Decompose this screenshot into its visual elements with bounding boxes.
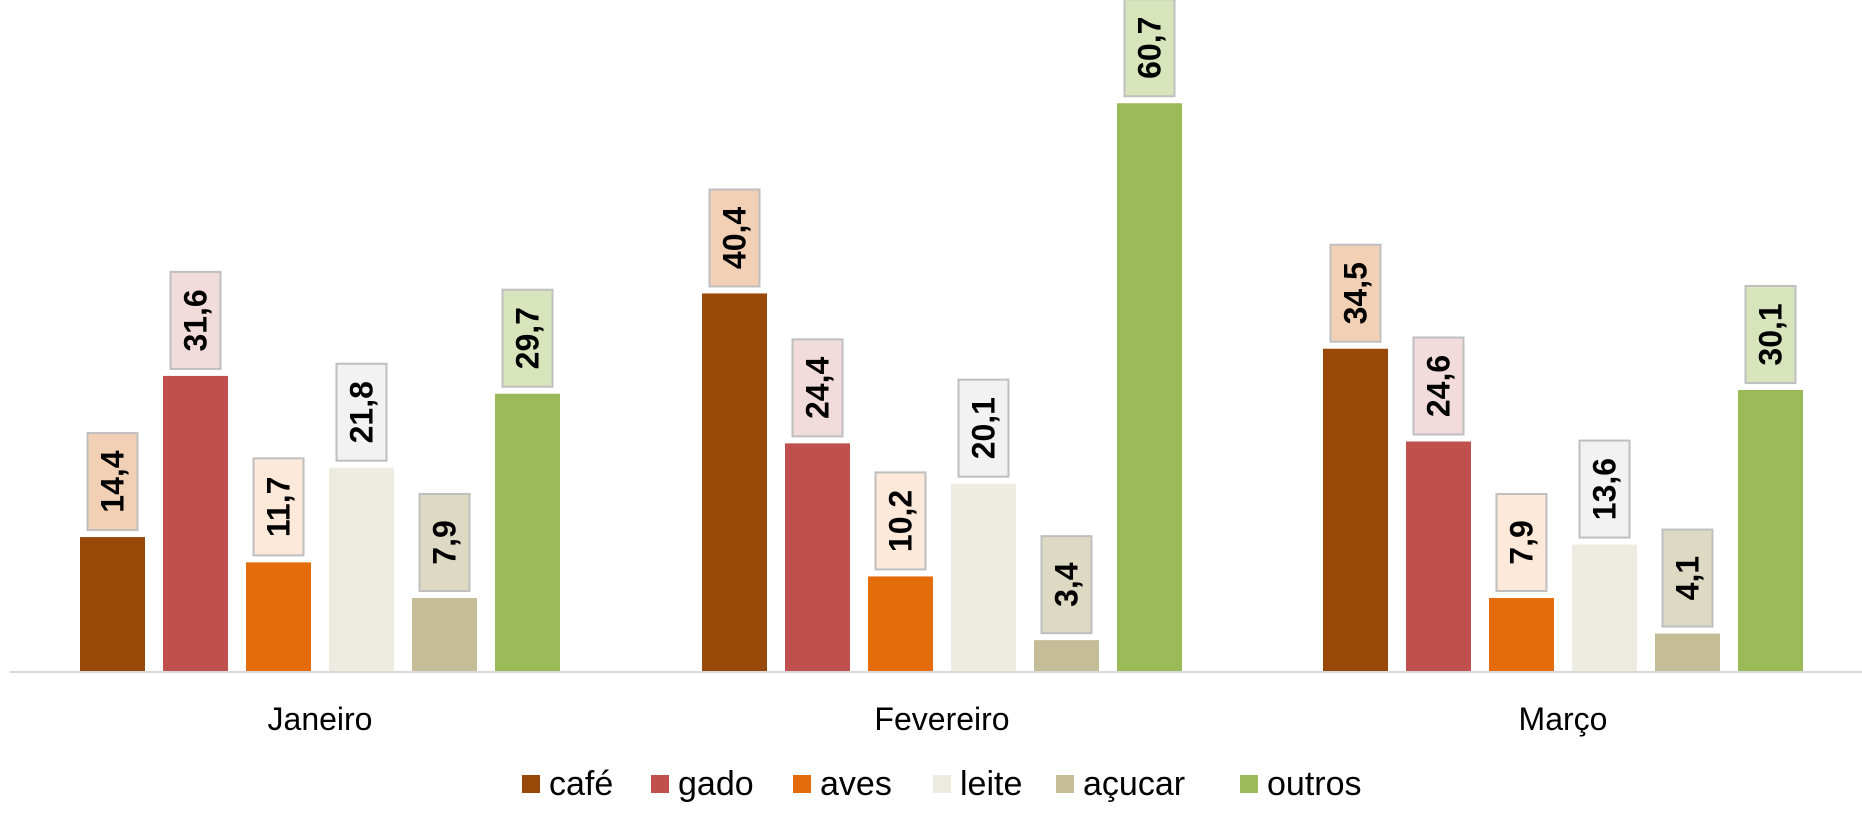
data-label-outros-Fevereiro: 60,7 [1123, 0, 1176, 98]
legend-label: aves [820, 765, 892, 803]
data-label-açucar-Fevereiro: 3,4 [1040, 535, 1093, 635]
data-label-leite-Março: 13,6 [1578, 439, 1631, 539]
data-label-leite-Janeiro: 21,8 [335, 362, 388, 462]
data-label-box [1329, 243, 1382, 343]
data-label-açucar-Março: 4,1 [1661, 528, 1714, 628]
data-label-outros-Janeiro: 29,7 [501, 288, 554, 388]
data-label-box [1578, 439, 1631, 539]
legend-item-café: café [522, 765, 613, 803]
bar-aves-Fevereiro [868, 576, 933, 672]
bar-aves-Março [1489, 597, 1554, 672]
bar-açucar-Janeiro [412, 597, 477, 672]
data-label-açucar-Janeiro: 7,9 [418, 492, 471, 592]
bar-gado-Março [1406, 441, 1471, 672]
bars-layer [80, 103, 1803, 673]
bar-leite-Março [1572, 544, 1637, 672]
data-label-value: 3,4 [1049, 562, 1085, 607]
data-label-value: 10,2 [883, 490, 919, 552]
data-label-value: 40,4 [717, 207, 753, 269]
data-label-value: 14,4 [95, 450, 131, 512]
data-label-value: 30,1 [1753, 303, 1789, 365]
data-label-aves-Janeiro: 11,7 [252, 457, 305, 557]
data-label-box [1495, 492, 1548, 592]
data-label-café-Fevereiro: 40,4 [708, 188, 761, 288]
category-label-Janeiro: Janeiro [268, 701, 373, 737]
data-label-value: 13,6 [1587, 458, 1623, 520]
legend-label: açucar [1083, 765, 1185, 803]
data-label-box [252, 457, 305, 557]
legend-item-leite: leite [933, 765, 1022, 803]
bar-gado-Janeiro [163, 375, 228, 672]
data-label-box [418, 492, 471, 592]
legend-item-aves: aves [793, 765, 892, 803]
data-label-box [169, 270, 222, 370]
data-label-box [501, 288, 554, 388]
legend-swatch [1056, 775, 1074, 793]
bar-outros-Janeiro [495, 393, 560, 672]
category-labels-layer: Janeiro Fevereiro Março [268, 701, 1608, 737]
data-label-value: 7,9 [1504, 520, 1540, 564]
data-label-box [874, 471, 927, 571]
bar-café-Janeiro [80, 537, 145, 672]
data-label-value: 34,5 [1338, 262, 1374, 324]
data-label-gado-Março: 24,6 [1412, 336, 1465, 436]
legend-swatch [651, 775, 669, 793]
data-label-box [1744, 284, 1797, 384]
legend-label: leite [960, 765, 1022, 803]
bar-leite-Janeiro [329, 467, 394, 672]
legend-label: café [549, 765, 613, 803]
legend-swatch [793, 775, 811, 793]
data-label-value: 7,9 [427, 520, 463, 564]
legend-label: gado [678, 765, 754, 803]
legend-swatch [1240, 775, 1258, 793]
data-label-value: 24,6 [1421, 355, 1457, 417]
data-label-value: 4,1 [1670, 556, 1706, 600]
data-label-box [335, 362, 388, 462]
data-label-café-Janeiro: 14,4 [86, 432, 139, 532]
data-label-box [1661, 528, 1714, 628]
legend-swatch [933, 775, 951, 793]
bar-leite-Fevereiro [951, 483, 1016, 672]
data-label-box [1123, 0, 1176, 98]
category-label-Fevereiro: Fevereiro [874, 701, 1009, 737]
legend-item-açucar: açucar [1056, 765, 1185, 803]
bar-açucar-Fevereiro [1034, 640, 1099, 672]
category-label-Março: Março [1519, 701, 1608, 737]
data-label-aves-Março: 7,9 [1495, 492, 1548, 592]
data-label-value: 21,8 [344, 381, 380, 443]
data-label-box [791, 338, 844, 438]
data-label-box [708, 188, 761, 288]
bar-café-Fevereiro [702, 293, 767, 672]
data-label-café-Março: 34,5 [1329, 243, 1382, 343]
bar-açucar-Março [1655, 633, 1720, 672]
data-label-box [86, 432, 139, 532]
bar-outros-Março [1738, 389, 1803, 672]
bar-café-Março [1323, 348, 1388, 672]
data-label-box [957, 378, 1010, 478]
data-label-value: 24,4 [800, 357, 836, 419]
data-label-gado-Fevereiro: 24,4 [791, 338, 844, 438]
data-label-aves-Fevereiro: 10,2 [874, 471, 927, 571]
data-label-value: 20,1 [966, 397, 1002, 459]
data-label-value: 60,7 [1132, 17, 1168, 79]
legend-item-gado: gado [651, 765, 754, 803]
bar-aves-Janeiro [246, 562, 311, 672]
bar-outros-Fevereiro [1117, 103, 1182, 673]
data-labels-layer: 14,4 31,6 11,7 21,8 7,9 29,7 40,4 24,4 10,2 20,1 3… [86, 0, 1797, 635]
legend-swatch [522, 775, 540, 793]
legend-label: outros [1267, 765, 1362, 803]
data-label-box [1412, 336, 1465, 436]
bar-gado-Fevereiro [785, 443, 850, 672]
data-label-outros-Março: 30,1 [1744, 284, 1797, 384]
legend: café gado aves leite açucar outros [522, 765, 1362, 803]
data-label-gado-Janeiro: 31,6 [169, 270, 222, 370]
data-label-value: 29,7 [510, 307, 546, 369]
data-label-value: 31,6 [178, 289, 214, 351]
data-label-box [1040, 535, 1093, 635]
legend-item-outros: outros [1240, 765, 1362, 803]
data-label-leite-Fevereiro: 20,1 [957, 378, 1010, 478]
data-label-value: 11,7 [261, 477, 297, 538]
